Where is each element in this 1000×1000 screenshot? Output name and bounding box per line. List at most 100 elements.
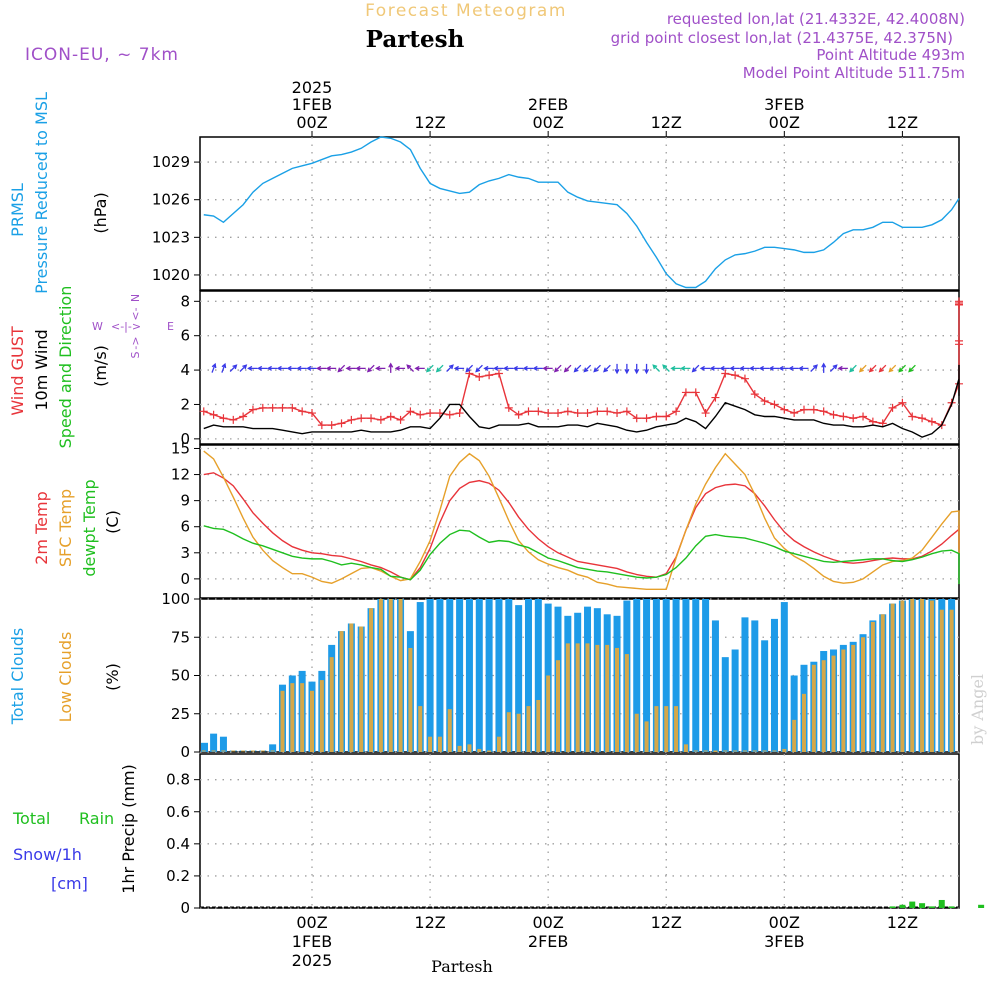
wind-direction-arrow xyxy=(406,364,415,372)
wind-direction-arrow xyxy=(810,364,818,372)
wind-gust-marker xyxy=(642,414,651,423)
low-cloud-bar xyxy=(910,599,915,752)
wind-gust-marker xyxy=(524,407,533,416)
wind-gust-marker xyxy=(898,398,907,407)
wind-direction-arrow xyxy=(553,364,562,373)
low-cloud-bar xyxy=(683,744,688,752)
bottom-date-label: 3FEB xyxy=(764,932,804,951)
total-cloud-bar xyxy=(524,599,532,752)
product-title: Forecast Meteogram xyxy=(365,1,567,21)
wind-direction-arrow xyxy=(849,364,857,373)
wind-gust-marker xyxy=(760,397,769,406)
total-cloud-bar xyxy=(485,599,493,752)
y-tick-label: 0 xyxy=(180,743,190,761)
pressure-label-prmsl: PRMSL xyxy=(8,183,27,237)
y-tick-label: 6 xyxy=(180,518,190,536)
wind-gust-marker xyxy=(672,407,681,416)
y-tick-label: 0 xyxy=(180,430,190,448)
wind-gust-marker xyxy=(563,407,572,416)
precip-unit: 1hr Precip (mm) xyxy=(119,764,138,894)
wind-gust-marker xyxy=(534,407,543,416)
bottom-date-label: 1FEB xyxy=(292,932,332,951)
low-cloud-bar xyxy=(654,706,659,752)
wind-gust-marker xyxy=(691,388,700,397)
low-cloud-bar xyxy=(575,643,580,752)
wind-gust-marker xyxy=(731,371,740,380)
low-cloud-bar xyxy=(310,690,314,752)
wind-direction-arrow xyxy=(652,364,661,372)
wind-direction-label: Speed and Direction xyxy=(56,286,75,449)
total-cloud-bar xyxy=(269,744,277,752)
precip-bar xyxy=(928,906,935,908)
wind-direction-arrow xyxy=(512,365,524,371)
total-cloud-bar xyxy=(721,657,729,752)
wind-direction-arrow xyxy=(719,365,730,371)
wind-gust-marker xyxy=(593,407,602,416)
y-tick-label: 25 xyxy=(171,705,190,723)
total-cloud-bar xyxy=(465,599,473,752)
wind-direction-arrow xyxy=(699,365,711,371)
wind-gust-marker xyxy=(711,393,720,402)
low-cloud-bar xyxy=(388,599,393,752)
wind-direction-arrow xyxy=(532,365,543,371)
snow-label: Snow/1h xyxy=(13,845,82,864)
wind-direction-arrow xyxy=(211,362,217,373)
wind-gust-marker xyxy=(955,300,963,309)
low-cloud-bar xyxy=(664,706,669,752)
wind-gust-marker xyxy=(455,409,464,418)
wind-gust-marker xyxy=(386,412,395,421)
compass-legend: N <- W <-|-> E -> S xyxy=(92,294,174,359)
wind-direction-arrow xyxy=(239,364,248,372)
wind-gust-marker xyxy=(199,407,208,416)
total-cloud-bar xyxy=(692,599,700,752)
low-cloud-bar xyxy=(516,713,521,752)
wind-gust-marker xyxy=(819,407,828,416)
y-tick-label: 9 xyxy=(180,492,190,510)
dewpt-temp-line xyxy=(203,525,960,585)
wind-gust-marker xyxy=(475,372,484,381)
wind-unit: (m/s) xyxy=(91,345,110,387)
wind-gust-marker xyxy=(229,415,238,424)
wind-direction-arrow xyxy=(502,365,514,371)
low-cloud-bar xyxy=(920,599,925,752)
wind-direction-arrow xyxy=(878,364,887,373)
wind-gust-marker xyxy=(435,409,444,418)
low-cloud-bar xyxy=(792,719,797,752)
low-cloud-bar xyxy=(713,750,718,752)
wind-direction-arrow xyxy=(573,364,582,373)
wind-gust-marker xyxy=(701,409,710,418)
wind-direction-arrow xyxy=(644,363,650,375)
wind-direction-arrow xyxy=(758,365,770,371)
y-tick-label: 0.4 xyxy=(166,835,190,853)
low-cloud-bar xyxy=(369,608,374,752)
wind-direction-arrow xyxy=(908,364,916,373)
wind-gust-marker xyxy=(308,409,316,418)
wind-direction-arrow xyxy=(837,365,848,371)
bottom-hour-label: 00Z xyxy=(296,913,327,932)
wind-direction-arrow xyxy=(375,365,386,371)
low-cloud-bar xyxy=(300,683,305,752)
total-cloud-bar xyxy=(751,620,759,752)
temp-2m-line xyxy=(203,472,960,581)
top-hour-label: 12Z xyxy=(414,113,445,132)
total-cloud-bar xyxy=(662,599,670,752)
wind-gust-marker xyxy=(750,390,759,399)
y-tick-label: 4 xyxy=(180,361,190,379)
wind-direction-arrow xyxy=(798,365,809,371)
panel-frame-pressure xyxy=(199,136,960,291)
wind-direction-arrow xyxy=(446,364,454,372)
wind-gust-marker xyxy=(554,409,562,418)
wind-gust-marker xyxy=(209,410,218,419)
low-cloud-bar xyxy=(496,736,501,752)
low-cloud-bar xyxy=(467,744,472,752)
wind-direction-arrow xyxy=(603,364,611,373)
low-cloud-bar xyxy=(565,643,570,752)
total-cloud-bar xyxy=(731,649,739,752)
y-tick-label: 0 xyxy=(180,570,190,588)
wind-gust-marker xyxy=(652,412,661,421)
low-cloud-bar xyxy=(831,655,836,752)
wind-gust-marker xyxy=(288,403,297,412)
wind-direction-arrow xyxy=(247,365,258,371)
point-altitude: Point Altitude 493m xyxy=(816,46,965,64)
